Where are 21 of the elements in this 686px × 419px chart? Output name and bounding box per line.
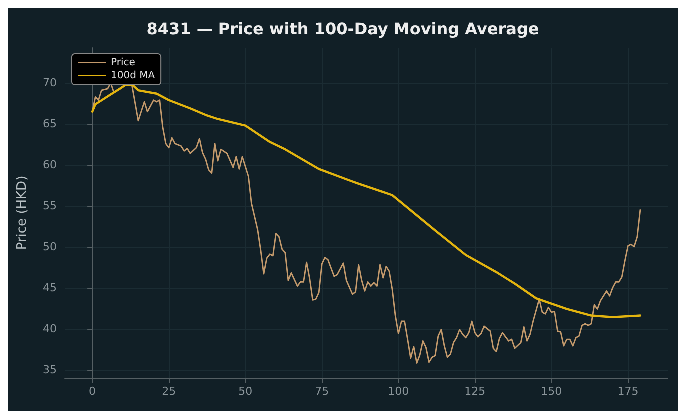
y-tick-label: 35 (43, 363, 57, 376)
y-axis-title: Price (HKD) (15, 176, 30, 250)
x-tick-label: 175 (618, 385, 639, 398)
legend-label: 100d MA (111, 70, 156, 82)
legend-label: Price (111, 58, 136, 68)
y-tick-label: 55 (43, 200, 57, 213)
x-tick-label: 0 (89, 385, 96, 398)
y-tick-label: 45 (43, 281, 57, 294)
y-tick-label: 70 (43, 76, 57, 90)
x-tick-label: 100 (388, 385, 410, 398)
y-tick-label: 65 (43, 118, 57, 131)
x-tick-label: 75 (315, 385, 330, 398)
y-tick-label: 50 (43, 240, 57, 254)
line-series (91, 84, 642, 319)
x-tick-label: 25 (162, 385, 176, 398)
y-tick-label: 40 (43, 322, 57, 336)
y-tick-label: 60 (43, 158, 57, 172)
x-tick-label: 125 (464, 385, 486, 398)
chart-title: 8431 — Price with 100-Day Moving Average (146, 20, 540, 38)
x-tick-label: 50 (238, 385, 253, 398)
x-tick-label: 150 (541, 385, 562, 398)
